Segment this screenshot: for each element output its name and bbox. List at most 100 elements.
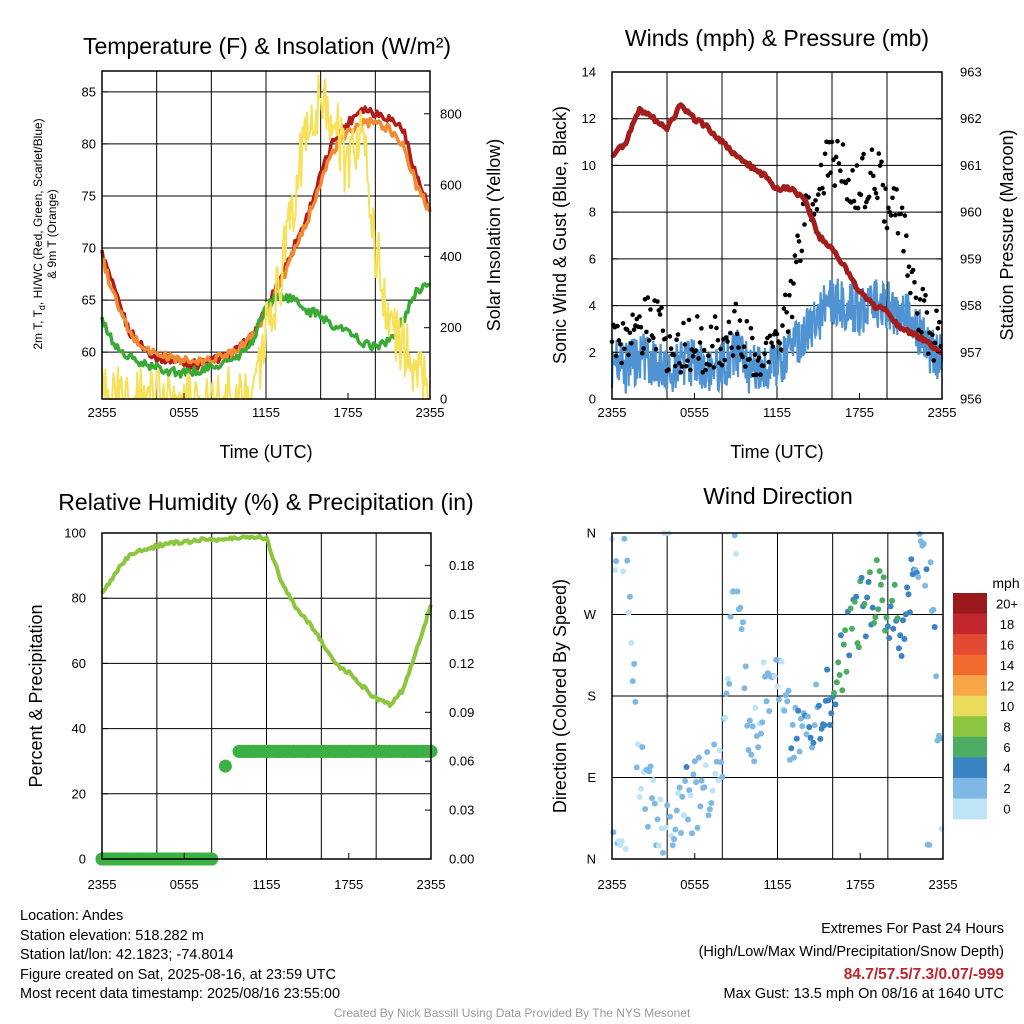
temperature-y-label-1: 2m T, Td, HI/WC (Red, Green, Scarlet/Blu… — [31, 118, 47, 349]
direction-point — [837, 632, 844, 639]
gust-point — [626, 352, 631, 358]
direction-point — [855, 644, 862, 651]
insolation-y-label: Solar Insolation (Yellow) — [484, 139, 504, 331]
y-tick-label: 961 — [960, 158, 982, 173]
gust-point — [902, 213, 908, 218]
gust-point — [854, 163, 860, 168]
direction-point — [631, 660, 638, 667]
direction-point — [737, 604, 744, 611]
gust-point — [886, 205, 891, 211]
y-tick-label: 958 — [960, 298, 982, 313]
colorbar-swatch — [953, 757, 987, 779]
gust-point — [769, 340, 774, 346]
gust-point — [674, 337, 679, 343]
direction-point — [797, 715, 804, 722]
direction-point — [905, 591, 912, 598]
precip-y-ticks: 0.00 0.03 0.06 0.09 0.12 0.15 0.18 — [425, 558, 474, 867]
gust-point — [752, 352, 758, 358]
direction-point — [687, 792, 694, 799]
y-tick-label: 12 — [582, 111, 596, 126]
y-tick-label: 0 — [589, 392, 596, 407]
gust-point — [787, 293, 792, 298]
gust-point — [866, 194, 872, 200]
direction-point — [900, 617, 906, 624]
x-tick-label: 0555 — [680, 405, 709, 420]
gust-point — [743, 364, 748, 369]
station-elevation: Station elevation: 518.282 m — [20, 927, 204, 944]
direction-point — [724, 675, 731, 682]
x-tick-label: 1755 — [845, 405, 874, 420]
winds-x-label: Time (UTC) — [730, 442, 823, 462]
direction-point — [898, 653, 905, 659]
gust-point — [710, 343, 715, 349]
gust-point — [699, 326, 704, 331]
y-tick-label: 60 — [82, 345, 96, 360]
colorbar-label: 10 — [1000, 699, 1014, 714]
y-tick-label: 0.09 — [449, 705, 474, 720]
direction-point — [618, 838, 625, 845]
direction-point — [791, 754, 797, 761]
gust-point — [917, 297, 923, 302]
direction-point — [752, 704, 759, 711]
gust-point — [728, 330, 733, 336]
gust-point — [744, 318, 750, 324]
colorbar-label: 20+ — [996, 596, 1018, 611]
direction-point — [702, 762, 709, 769]
y-tick-label: N — [587, 526, 596, 541]
extremes-heading: Extremes For Past 24 Hours — [821, 921, 1004, 937]
gust-point — [660, 328, 666, 334]
direction-point — [897, 632, 904, 639]
direction-point — [745, 747, 752, 753]
gust-point — [780, 323, 785, 328]
direction-point — [923, 566, 930, 573]
gust-point — [901, 248, 906, 254]
gust-point — [899, 205, 905, 211]
direction-point — [697, 803, 704, 810]
direction-point — [660, 849, 666, 856]
colorbar-swatch — [953, 716, 987, 738]
humidity-x-ticks: 2355 0555 1155 1755 2355 — [88, 853, 445, 892]
direction-point — [611, 567, 618, 574]
y-tick-label: 956 — [960, 392, 982, 407]
gust-point — [666, 367, 671, 373]
gust-point — [926, 351, 931, 357]
direction-point — [851, 598, 858, 605]
direction-point — [849, 625, 855, 632]
y-tick-label: 0.12 — [449, 656, 474, 671]
direction-point — [704, 749, 711, 755]
gust-point — [684, 363, 689, 369]
direction-point — [887, 603, 894, 610]
direction-point — [684, 816, 691, 823]
direction-point — [901, 636, 908, 642]
direction-point — [785, 687, 792, 694]
gust-point — [794, 259, 799, 265]
direction-point — [781, 707, 788, 714]
gust-point — [682, 342, 688, 347]
precip-point — [218, 759, 232, 773]
direction-point — [853, 593, 860, 600]
direction-point — [686, 787, 693, 794]
colorbar-label: 0 — [1003, 802, 1010, 817]
gust-point — [708, 324, 714, 330]
gust-point — [893, 212, 898, 218]
direction-point — [832, 701, 839, 708]
x-tick-label: 1155 — [764, 877, 792, 892]
humidity-title: Relative Humidity (%) & Precipitation (i… — [58, 489, 473, 515]
gust-point — [784, 310, 789, 315]
gust-point — [791, 281, 796, 286]
direction-point — [628, 639, 635, 646]
gust-point — [802, 222, 807, 227]
gust-point — [810, 201, 816, 207]
colorbar-swatch — [953, 675, 987, 697]
y-tick-label: 2 — [589, 345, 596, 360]
gust-point — [640, 350, 645, 356]
colorbar-label: 14 — [1000, 658, 1014, 673]
gust-point — [860, 156, 865, 161]
gust-point — [898, 211, 904, 217]
direction-point — [749, 723, 756, 730]
gust-point — [884, 225, 890, 231]
gust-point — [912, 280, 917, 285]
gust-point — [706, 353, 711, 359]
gust-point — [631, 327, 637, 333]
direction-point — [731, 532, 738, 539]
